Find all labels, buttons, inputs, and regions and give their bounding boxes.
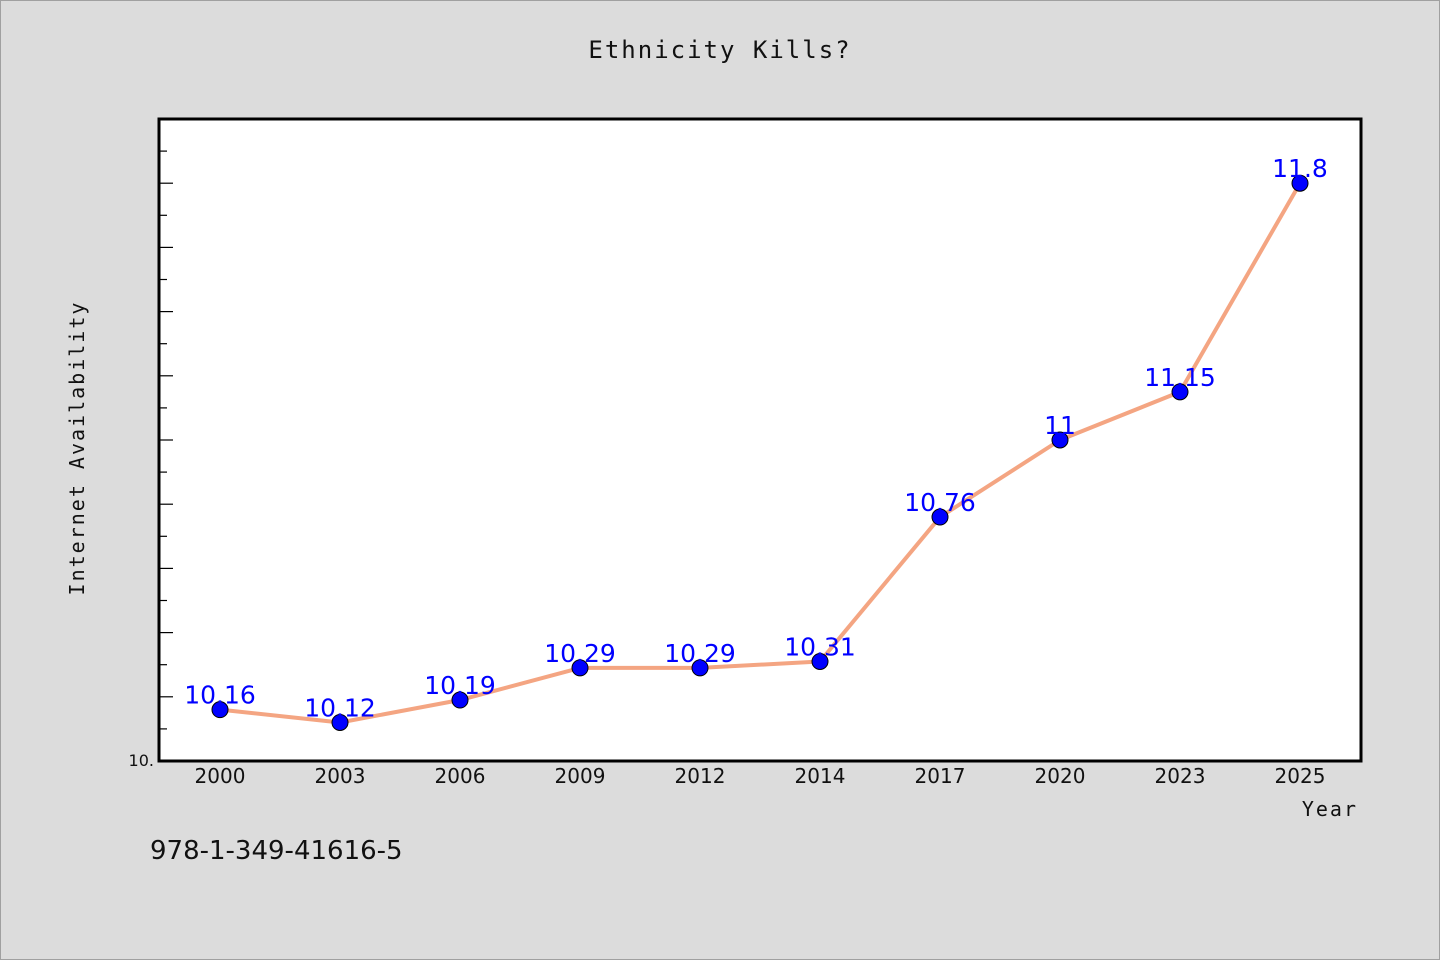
chart-title: Ethnicity Kills?	[588, 36, 852, 64]
data-point	[691, 659, 709, 677]
data-label: 10.16	[184, 681, 256, 710]
data-label: 10.12	[304, 693, 376, 722]
data-label: 11	[1044, 411, 1076, 440]
data-point	[811, 652, 829, 670]
series-line	[218, 181, 1302, 725]
data-label: 11.8	[1272, 154, 1328, 183]
data-point	[451, 691, 469, 709]
data-label: 10.31	[784, 632, 856, 661]
y-tick-label: 10.	[129, 751, 154, 770]
y-axis-ticks	[159, 150, 173, 730]
x-tick-label: 2020	[1035, 764, 1086, 788]
data-point	[211, 701, 229, 719]
data-label: 10.76	[904, 488, 976, 517]
x-tick-label: 2006	[435, 764, 486, 788]
y-axis-title: Internet Availability	[65, 301, 89, 596]
data-label: 11.15	[1144, 363, 1216, 392]
data-point	[1291, 174, 1309, 192]
data-point	[1171, 383, 1189, 401]
x-tick-label: 2017	[915, 764, 966, 788]
data-point	[331, 713, 349, 731]
data-label: 10.29	[664, 639, 736, 668]
data-point	[1051, 431, 1069, 449]
x-tick-label: 2012	[675, 764, 726, 788]
footer-text: 978-1-349-41616-5	[150, 836, 403, 866]
x-tick-label: 2023	[1155, 764, 1206, 788]
x-axis-ticks: 2000 2003 2006 2009 2012 2014 2017 2020 2023 2025	[195, 764, 1326, 788]
x-tick-label: 2025	[1275, 764, 1326, 788]
x-axis-title: Year	[1302, 797, 1358, 821]
data-point	[571, 659, 589, 677]
x-tick-label: 2003	[315, 764, 366, 788]
x-tick-label: 2009	[555, 764, 606, 788]
data-label: 10.19	[424, 671, 496, 700]
data-label: 10.29	[544, 639, 616, 668]
data-point	[931, 508, 949, 526]
series-layer: 10.16 10.12 10.19 10.29 10.29 10.31 10.76 11 11.…	[184, 154, 1328, 731]
plot-area	[157, 117, 1363, 763]
x-tick-label: 2000	[195, 764, 246, 788]
x-tick-label: 2014	[795, 764, 846, 788]
